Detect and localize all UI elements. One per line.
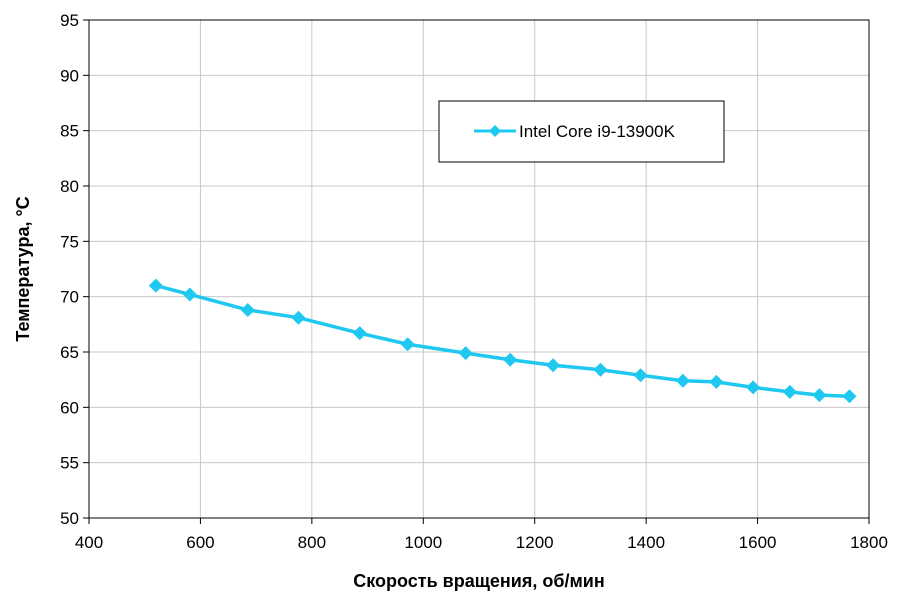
data-point-marker — [291, 310, 306, 325]
x-tick-label: 600 — [186, 533, 214, 552]
y-tick-label: 50 — [60, 509, 79, 528]
y-tick-label: 75 — [60, 232, 79, 251]
data-point-marker — [593, 362, 608, 377]
data-point-marker — [709, 374, 724, 389]
data-point-marker — [546, 358, 561, 373]
data-point-marker — [240, 302, 255, 317]
data-point-marker — [182, 287, 197, 302]
series-layer — [148, 278, 857, 404]
y-tick-label: 80 — [60, 177, 79, 196]
x-tick-label: 1800 — [850, 533, 888, 552]
data-point-marker — [400, 337, 415, 352]
data-point-marker — [842, 389, 857, 404]
data-point-marker — [675, 373, 690, 388]
x-tick-label: 1000 — [404, 533, 442, 552]
y-tick-label: 65 — [60, 343, 79, 362]
legend-marker-diamond — [489, 125, 501, 137]
plot-area-border — [88, 19, 870, 519]
data-point-marker — [352, 326, 367, 341]
y-tick-label: 60 — [60, 398, 79, 417]
legend-label: Intel Core i9-13900K — [519, 122, 676, 141]
data-point-marker — [782, 384, 797, 399]
x-tick-label: 400 — [75, 533, 103, 552]
data-point-marker — [503, 352, 518, 367]
x-tick-label: 800 — [298, 533, 326, 552]
x-axis-title: Скорость вращения, об/мин — [353, 571, 605, 591]
y-tick-label: 95 — [60, 11, 79, 30]
y-tick-label: 90 — [60, 66, 79, 85]
legend: Intel Core i9-13900K — [438, 100, 725, 163]
x-tick-label: 1400 — [627, 533, 665, 552]
data-point-marker — [633, 368, 648, 383]
y-axis-title: Температура, °C — [13, 196, 33, 341]
data-point-marker — [746, 380, 761, 395]
y-tick-label: 70 — [60, 288, 79, 307]
axis-ticks: 400 600 800 1000 1200 1400 1600 1800 50 55 60 65 70 7… — [60, 11, 888, 552]
y-tick-label: 85 — [60, 122, 79, 141]
data-point-marker — [148, 278, 163, 293]
x-tick-label: 1600 — [739, 533, 777, 552]
data-point-marker — [458, 346, 473, 361]
y-tick-label: 55 — [60, 454, 79, 473]
data-point-marker — [812, 388, 827, 403]
x-tick-label: 1200 — [516, 533, 554, 552]
